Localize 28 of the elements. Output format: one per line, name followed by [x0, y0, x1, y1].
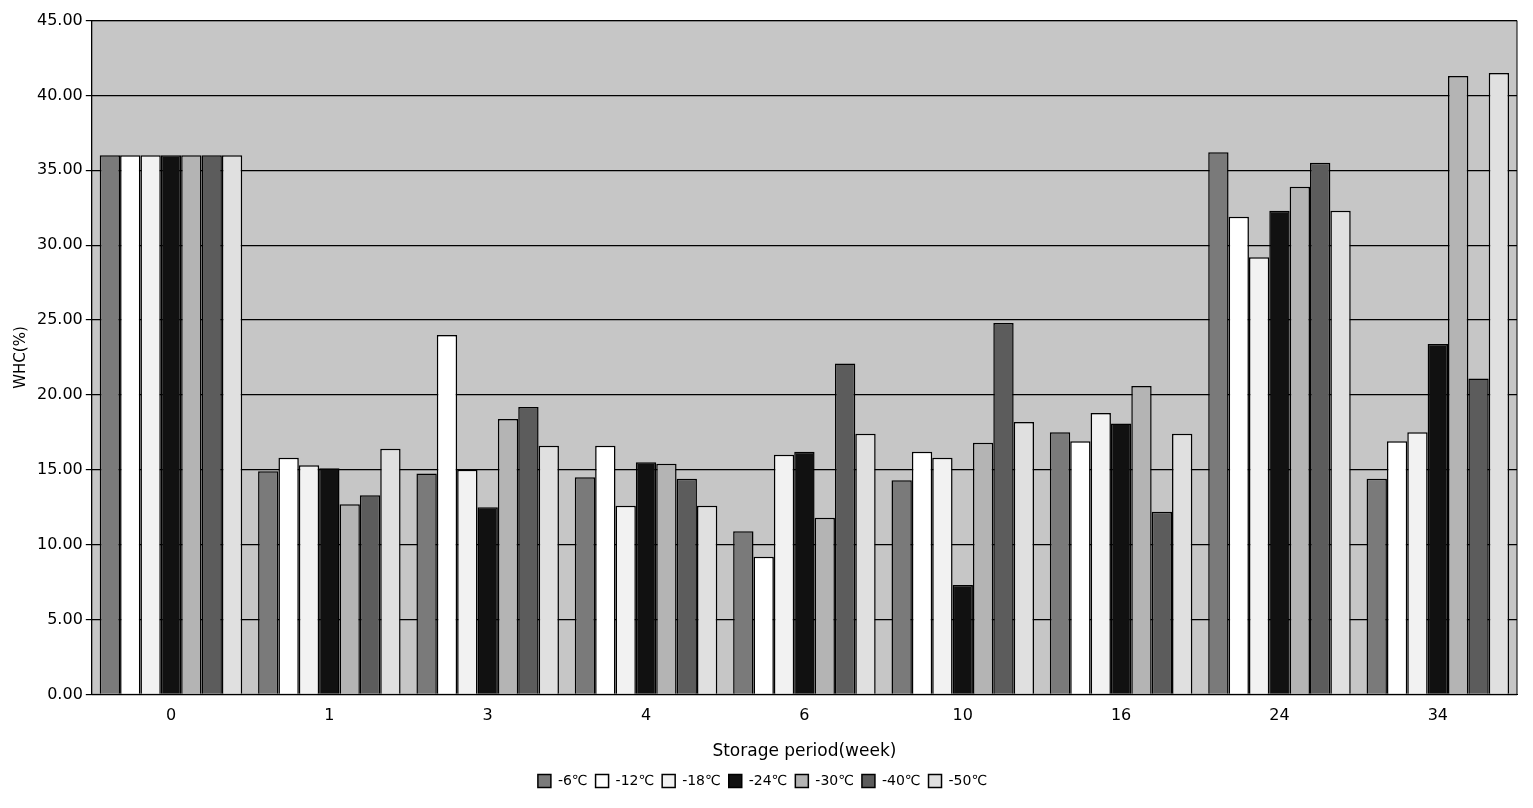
y-tick-label: 35.00 [36, 159, 83, 179]
y-tick-label: 10.00 [36, 533, 83, 553]
x-tick-label: 0 [165, 705, 177, 725]
legend-label: -6℃ [557, 771, 588, 788]
y-tick-label: 5.00 [47, 608, 83, 628]
x-tick-label: 24 [1269, 705, 1290, 725]
x-tick-label: 1 [324, 705, 335, 725]
x-tick-label: 6 [799, 705, 810, 725]
legend-label: -24℃ [748, 771, 788, 788]
legend-label: -12℃ [615, 771, 655, 788]
y-tick-label: 15.00 [36, 458, 83, 478]
x-tick-label: 3 [482, 705, 493, 725]
y-tick-label: 20.00 [36, 384, 83, 404]
x-axis-title: Storage period(week) [712, 740, 897, 761]
y-tick-label: 30.00 [36, 234, 83, 254]
y-axis-title: WHC(%) [10, 326, 29, 389]
x-tick-label: 34 [1427, 705, 1448, 725]
legend-label: -40℃ [881, 771, 921, 788]
y-tick-label: 40.00 [36, 84, 83, 104]
legend-label: -30℃ [815, 771, 854, 788]
y-tick-label: 45.00 [36, 9, 83, 29]
x-tick-label: 16 [1110, 705, 1132, 725]
x-tick-label: 10 [952, 705, 973, 725]
legend-label: -18℃ [682, 771, 721, 788]
x-tick-label: 4 [640, 705, 652, 725]
legend-label: -50℃ [948, 771, 988, 788]
y-tick-label: 25.00 [36, 309, 83, 329]
y-tick-label: 0.00 [47, 683, 83, 703]
